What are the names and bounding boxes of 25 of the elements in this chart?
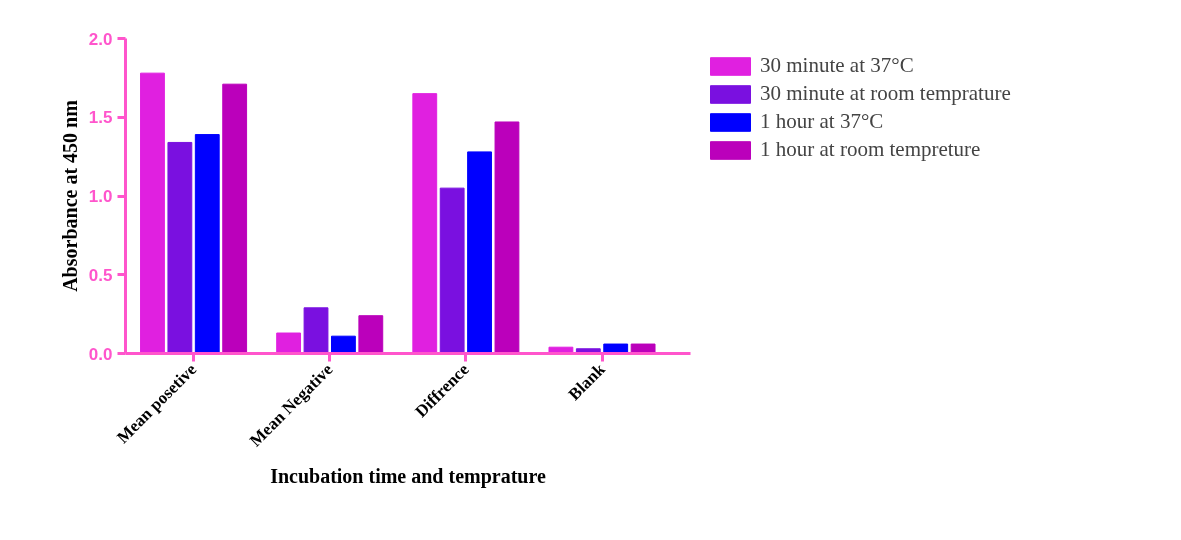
bar <box>167 141 193 354</box>
bar <box>603 343 629 354</box>
bar <box>276 332 302 354</box>
bar <box>140 72 165 354</box>
bar <box>222 83 248 354</box>
y-tick-label: 1.0 <box>88 187 113 206</box>
bar <box>630 343 656 354</box>
bar <box>494 121 520 354</box>
legend-label: 1 hour at 37°C <box>760 109 884 134</box>
y-tick-label: 1.5 <box>88 108 113 128</box>
y-tick-label: 0.5 <box>88 265 113 285</box>
bar <box>358 315 384 354</box>
bar <box>412 93 438 354</box>
bar <box>194 134 220 354</box>
y-tick-label: 2.0 <box>88 29 113 49</box>
x-axis-title: Incubation time and temprature <box>270 465 546 489</box>
legend-label: 30 minute at room temprature <box>760 81 1011 106</box>
y-tick-label: 0.0 <box>88 344 113 364</box>
legend-label: 30 minute at 37°C <box>760 53 914 78</box>
bar <box>439 187 465 354</box>
bar <box>303 307 329 354</box>
bar <box>467 151 492 354</box>
bar <box>331 335 356 354</box>
y-axis-title: Absorbance at 450 nm <box>58 99 81 292</box>
legend-label: 1 hour at room tempreture <box>760 137 981 162</box>
